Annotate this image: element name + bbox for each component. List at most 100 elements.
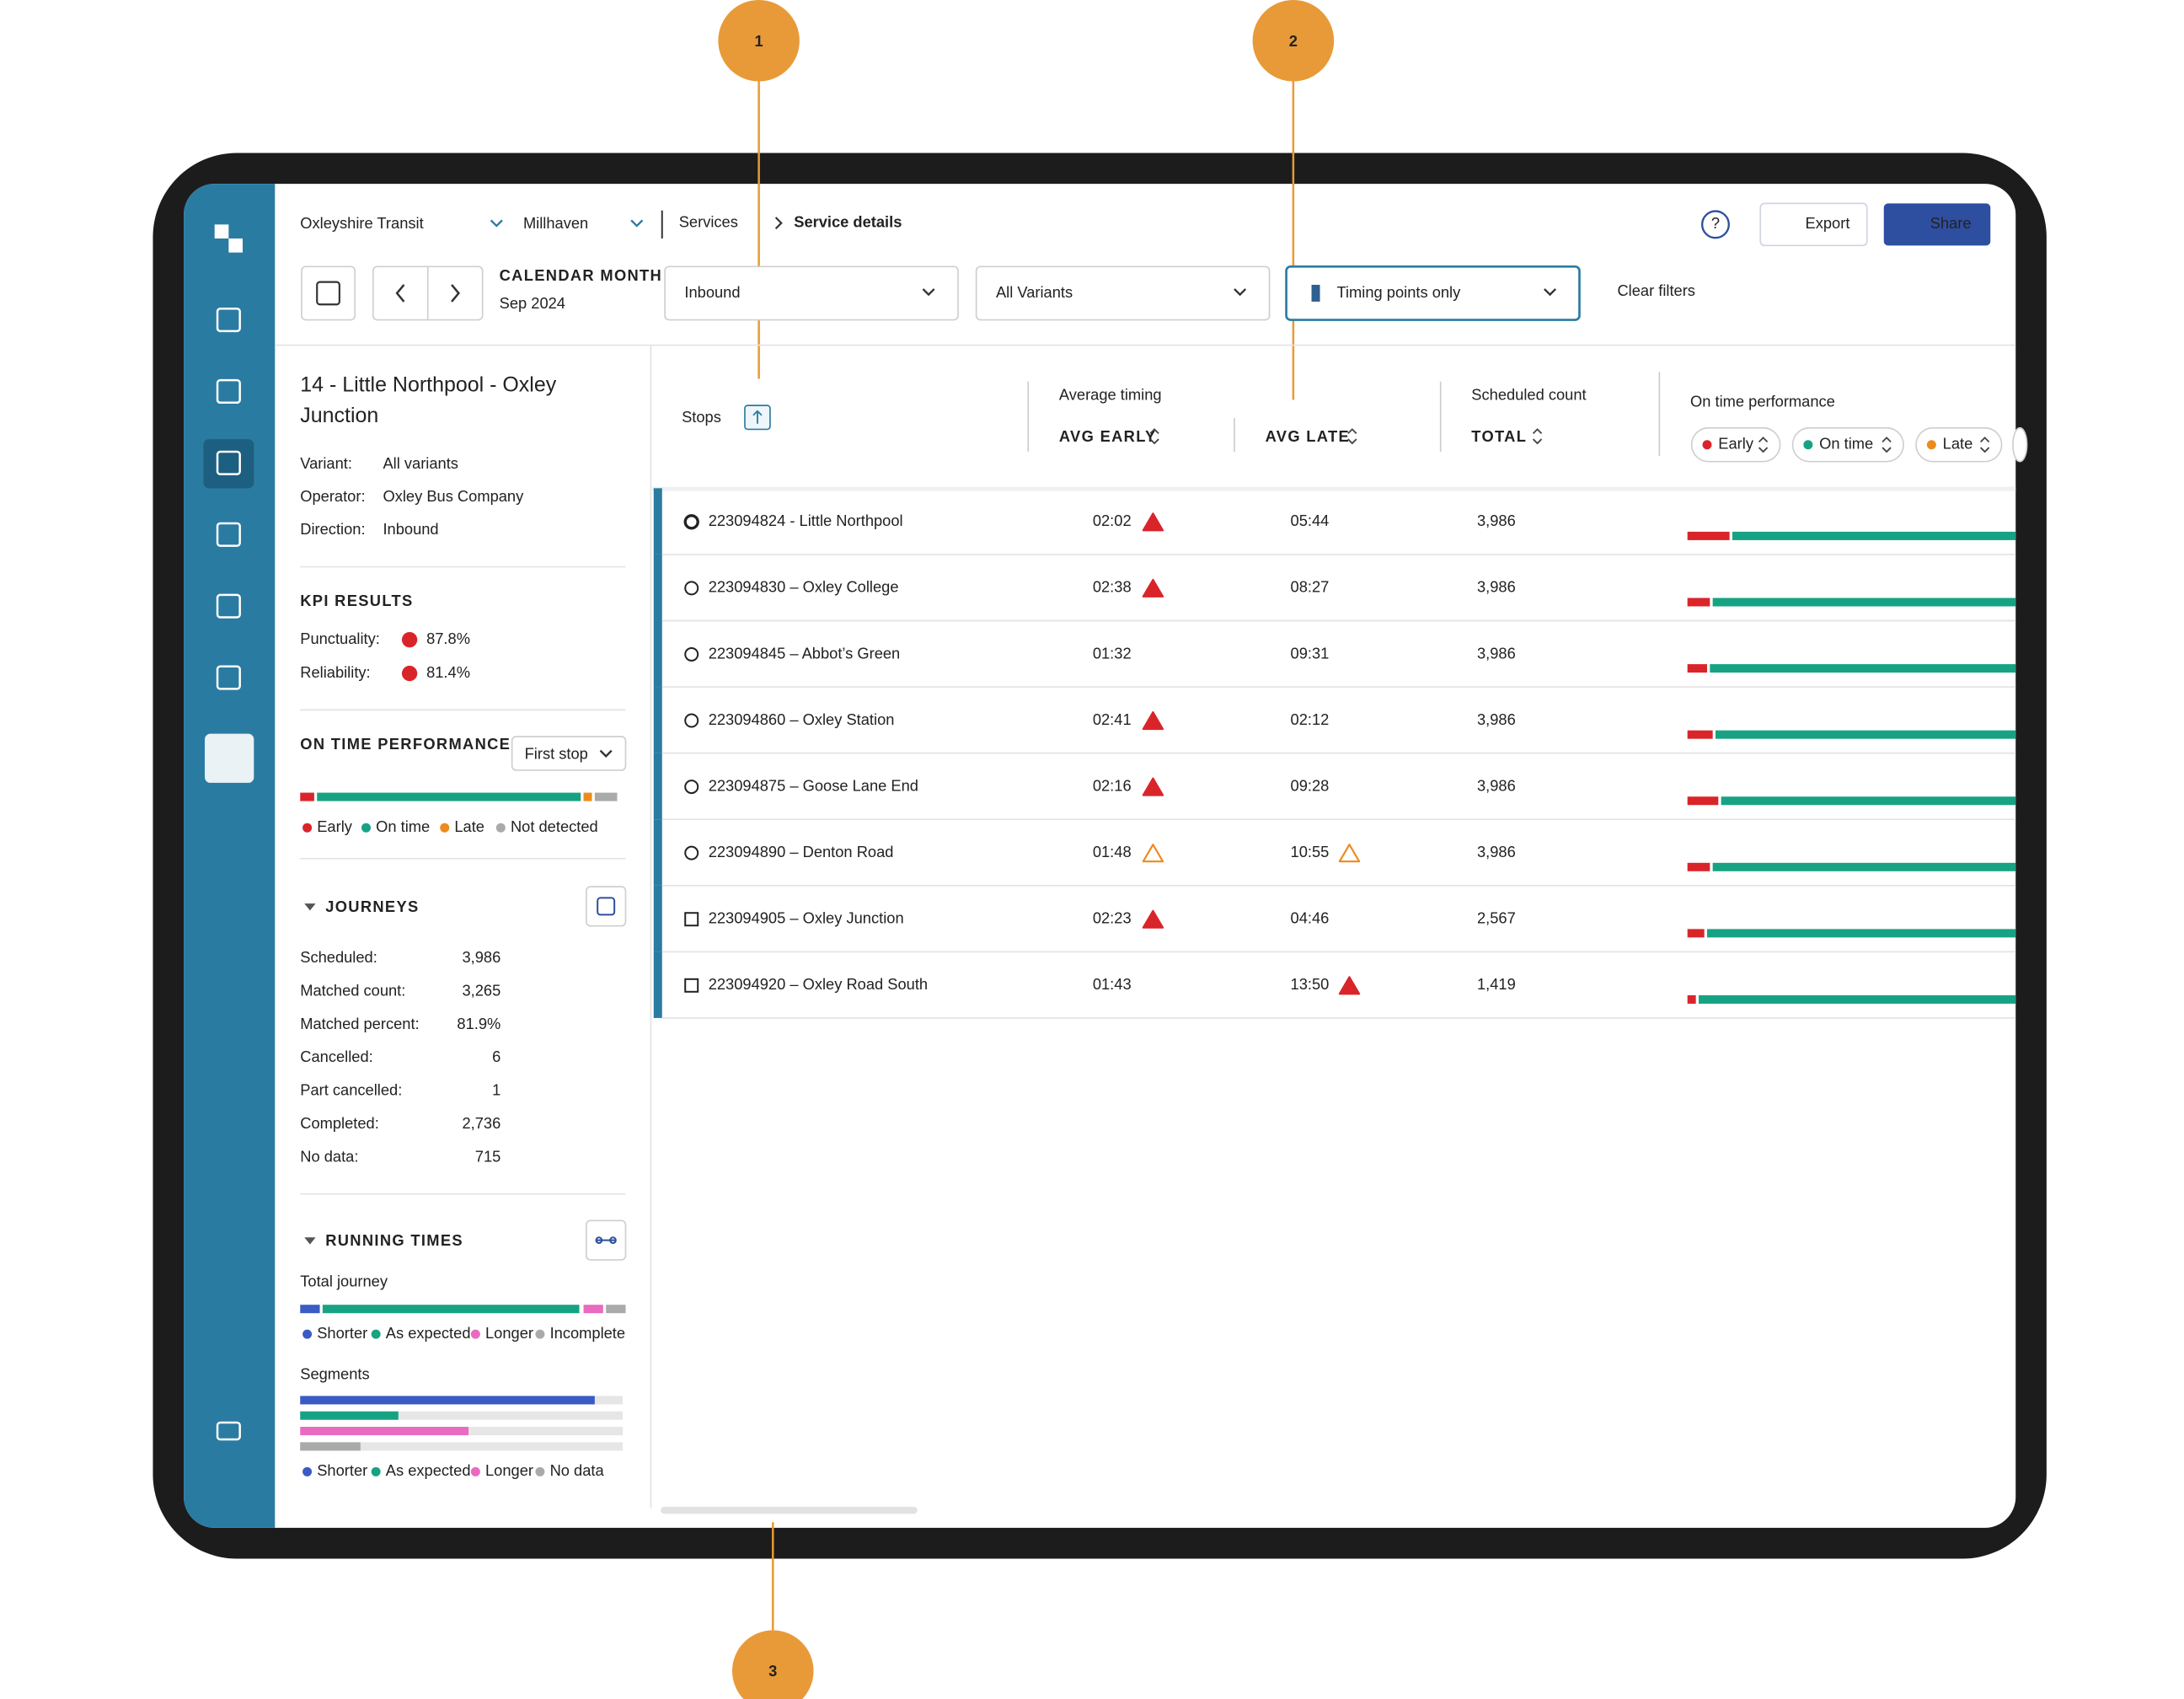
filter-dropdown[interactable] — [1285, 265, 1581, 321]
kpi-label: Punctuality: — [300, 630, 380, 647]
nav-icon[interactable] — [216, 307, 241, 333]
chevron — [922, 288, 935, 297]
export-button[interactable] — [1759, 202, 1868, 247]
filter-chip[interactable] — [1791, 426, 1904, 463]
nav-icon[interactable] — [216, 522, 241, 547]
nav-lock[interactable] — [216, 1421, 241, 1441]
sort-icon[interactable] — [1532, 428, 1543, 445]
kpi-fail-icon — [401, 631, 418, 648]
nav-icon[interactable] — [216, 378, 241, 405]
stop-name: 223094875 – Goose Lane End — [709, 776, 918, 794]
otp-select-value: First stop — [525, 744, 588, 762]
journey-value: 715 — [475, 1148, 501, 1166]
legend-label: Early — [317, 817, 353, 835]
clear-filters: Clear filters — [1617, 281, 1695, 299]
avg-early: 01:48 — [1093, 843, 1132, 860]
calendar-icon — [316, 281, 340, 306]
filter-chip[interactable] — [1915, 426, 2003, 463]
nav-icon[interactable] — [216, 665, 241, 690]
legend-dot — [371, 1329, 381, 1339]
filter-chip[interactable] — [1690, 426, 1781, 463]
segment-track — [300, 1411, 624, 1420]
sort-icon[interactable] — [1979, 437, 1990, 453]
chip-label: On time — [1819, 435, 1873, 453]
callout-badge — [1252, 0, 1335, 82]
scheduled-count: 2,567 — [1477, 909, 1516, 927]
sort-icon[interactable] — [1758, 437, 1769, 453]
otp-bar-segment — [583, 792, 592, 801]
otp-ontime — [1699, 994, 2016, 1004]
segment-track — [300, 1442, 624, 1451]
stop-name: 223094845 – Abbot’s Green — [709, 644, 901, 662]
nav-icon[interactable] — [216, 450, 241, 475]
otp-select[interactable] — [511, 736, 627, 771]
sort-icon[interactable] — [1149, 428, 1159, 445]
stop-marker — [684, 780, 699, 795]
share-button[interactable] — [1883, 203, 1991, 246]
stop-name: 223094890 – Denton Road — [709, 843, 894, 860]
chevron — [490, 219, 503, 228]
nav-rail — [184, 184, 276, 1528]
segment-bar — [300, 1427, 469, 1436]
next[interactable] — [451, 284, 460, 303]
segment-bar — [300, 1442, 361, 1451]
help-button[interactable] — [1700, 210, 1730, 239]
filter-dropdown[interactable] — [664, 265, 959, 321]
timing-swatch — [1311, 284, 1320, 302]
detail-value: Oxley Bus Company — [383, 487, 524, 505]
breadcrumb-current: Service details — [794, 213, 902, 231]
section-heading: ON TIME PERFORMANCE — [300, 735, 511, 753]
nav-icon[interactable] — [216, 593, 241, 619]
region-link: Millhaven — [523, 214, 588, 232]
h-scrollbar[interactable] — [661, 1506, 918, 1514]
share-label: Share — [1930, 214, 1972, 232]
scheduled-count: 3,986 — [1477, 644, 1516, 662]
kpi-label: Reliability: — [300, 663, 370, 681]
legend-label: Shorter — [317, 1461, 367, 1479]
avg-late: 02:12 — [1291, 710, 1330, 728]
detail-label: Direction: — [300, 520, 365, 538]
callout-number: 3 — [768, 1662, 777, 1680]
stop-marker — [683, 514, 699, 530]
collapse-caret[interactable] — [304, 903, 316, 911]
stop-name: 223094824 - Little Northpool — [709, 512, 903, 529]
calendar-button[interactable] — [301, 265, 356, 321]
callout-badge — [732, 1630, 814, 1699]
legend-dot — [1702, 440, 1712, 450]
running-icon — [595, 1236, 617, 1244]
total-journey-label: Total journey — [300, 1272, 388, 1289]
callout-badge — [718, 0, 800, 82]
section-heading: JOURNEYS — [325, 898, 419, 915]
collapse-caret[interactable] — [304, 1237, 316, 1245]
alert-icon — [1338, 844, 1361, 863]
journeys-icon — [597, 897, 616, 916]
row-accent — [653, 488, 662, 555]
journeys-action[interactable] — [586, 886, 627, 927]
col-header: Stops — [682, 408, 721, 426]
stop-marker — [684, 646, 699, 662]
scheduled-count: 1,419 — [1477, 975, 1516, 993]
segment-bar — [300, 1396, 595, 1405]
alert-icon — [1142, 777, 1164, 796]
nav-app[interactable] — [205, 733, 254, 783]
row-accent — [653, 951, 662, 1018]
stop-name: 223094920 – Oxley Road South — [709, 975, 928, 993]
otp-bar-segment — [594, 792, 618, 801]
detail-label: Variant: — [300, 454, 352, 472]
journey-value: 2,736 — [463, 1114, 501, 1132]
sort-icon[interactable] — [1882, 437, 1892, 453]
col-sub: AVG LATE — [1266, 427, 1350, 445]
journey-label: Completed: — [300, 1114, 379, 1132]
avg-early: 02:41 — [1093, 710, 1132, 728]
segments-label: Segments — [300, 1364, 369, 1382]
row-accent — [653, 620, 662, 688]
sort-icon[interactable] — [1347, 428, 1357, 445]
prev[interactable] — [395, 284, 405, 303]
filter-dropdown[interactable] — [975, 265, 1271, 321]
avg-late: 09:28 — [1291, 776, 1330, 794]
otp-bar-segment — [300, 792, 314, 801]
callout-number: 1 — [755, 32, 763, 50]
journey-value: 3,265 — [463, 981, 501, 999]
nav-active[interactable] — [203, 439, 254, 489]
